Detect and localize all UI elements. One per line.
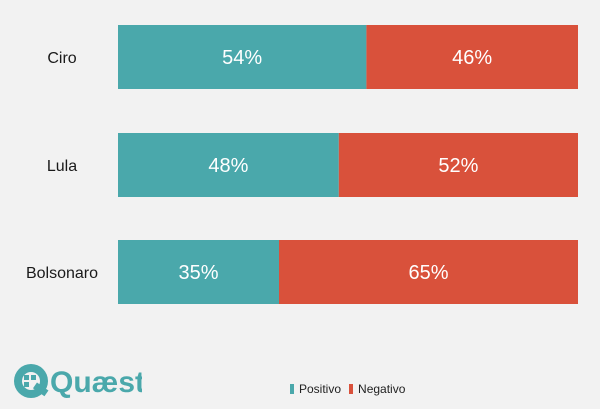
quaest-logo-icon [14, 364, 49, 398]
bar-bolsonaro-negativo [279, 240, 578, 304]
legend: Positivo Negativo [290, 382, 413, 396]
category-label-ciro: Ciro [47, 50, 76, 67]
bar-label-ciro-positivo: 54% [222, 47, 262, 69]
legend-item-negativo: Negativo [349, 382, 405, 396]
category-labels: Ciro Lula Bolsonaro [26, 50, 98, 282]
legend-item-positivo: Positivo [290, 382, 341, 396]
bar-ciro-negativo [366, 25, 578, 89]
bars-layer [118, 25, 578, 304]
bar-label-lula-negativo: 52% [438, 155, 478, 177]
category-label-lula: Lula [47, 158, 77, 175]
bar-lula-negativo [338, 133, 578, 197]
bar-label-bolsonaro-positivo: 35% [178, 262, 218, 284]
quaest-logo: Quæst [14, 364, 142, 399]
bar-value-labels: 54% 46% 48% 52% 35% 65% [178, 47, 492, 284]
bar-label-bolsonaro-negativo: 65% [408, 262, 448, 284]
category-label-bolsonaro: Bolsonaro [26, 265, 98, 282]
bar-lula-positivo [118, 133, 339, 197]
legend-swatch-positivo [290, 384, 294, 394]
bar-bolsonaro-positivo [118, 240, 279, 304]
bar-label-ciro-negativo: 46% [452, 47, 492, 69]
bar-ciro-positivo [118, 25, 367, 89]
legend-label-positivo: Positivo [299, 382, 342, 396]
logo-wordmark: Quæst [50, 366, 142, 399]
legend-label-negativo: Negativo [358, 382, 406, 396]
legend-swatch-negativo [349, 384, 354, 394]
bar-label-lula-positivo: 48% [208, 155, 248, 177]
